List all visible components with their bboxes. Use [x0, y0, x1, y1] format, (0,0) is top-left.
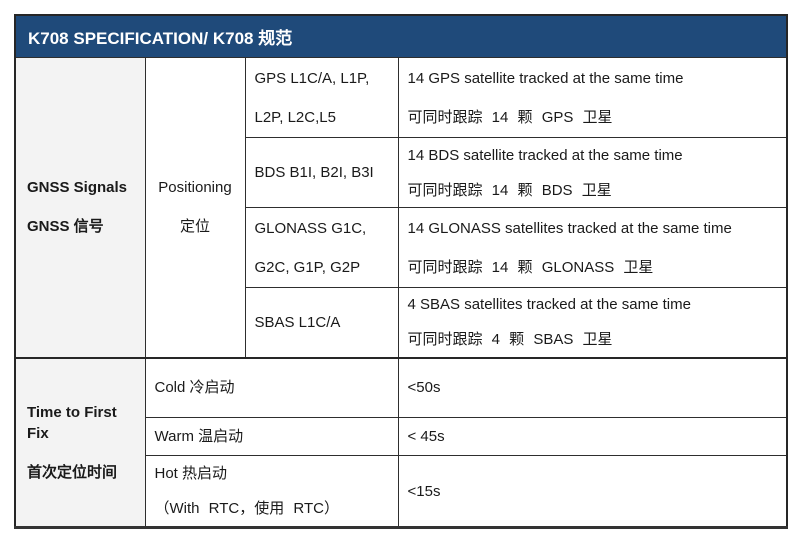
desc-bds-en: 14 BDS satellite tracked at the same tim…	[407, 146, 683, 164]
condition-hot-line1: Hot 热启动	[154, 465, 228, 482]
desc-sbas-zh: 可同时跟踪 4 颗 SBAS 卫星	[407, 331, 613, 349]
value-hot: <15s	[407, 482, 441, 500]
signal-cell-bds: BDS B1I, B2I, B3I	[244, 137, 399, 208]
row-group-gnss-label: GNSS Signals GNSS 信号	[14, 57, 146, 358]
signal-cell-gps: GPS L1C/A, L1P, L2P, L2C,L5	[244, 57, 399, 138]
desc-cell-sbas: 4 SBAS satellites tracked at the same ti…	[397, 287, 788, 358]
signal-glonass-line2: G2C, G1P, G2P	[254, 258, 361, 276]
value-cell-warm: < 45s	[397, 417, 788, 456]
condition-warm: Warm 温启动	[154, 428, 244, 445]
value-cell-cold: <50s	[397, 356, 788, 418]
desc-cell-gps: 14 GPS satellite tracked at the same tim…	[397, 57, 788, 138]
signal-cell-glonass: GLONASS G1C, G2C, G1P, G2P	[244, 207, 399, 288]
signal-sbas-line1: SBAS L1C/A	[254, 313, 341, 331]
positioning-label-en: Positioning	[158, 179, 232, 197]
signal-glonass-line1: GLONASS G1C,	[254, 219, 367, 237]
desc-sbas-en: 4 SBAS satellites tracked at the same ti…	[407, 296, 691, 314]
positioning-cell: Positioning 定位	[144, 57, 246, 358]
desc-gps-en: 14 GPS satellite tracked at the same tim…	[407, 69, 684, 87]
value-cold: <50s	[407, 379, 441, 397]
positioning-label-zh: 定位	[179, 218, 210, 236]
signal-gps-line2: L2P, L2C,L5	[254, 108, 336, 126]
ttff-label-en: Time to First Fix	[27, 403, 117, 442]
condition-cold: Cold 冷启动	[154, 379, 235, 397]
condition-cell-hot: Hot 热启动 （With RTC，使用 RTC）	[144, 455, 399, 528]
value-cell-hot: <15s	[397, 455, 788, 528]
desc-glonass-zh: 可同时跟踪 14 颗 GLONASS 卫星	[407, 258, 654, 276]
desc-cell-bds: 14 BDS satellite tracked at the same tim…	[397, 137, 788, 208]
gnss-label-en: GNSS Signals	[27, 179, 128, 197]
condition-cell-warm: Warm 温启动	[144, 417, 399, 456]
table-title: K708 SPECIFICATION/ K708 规范	[14, 14, 788, 58]
desc-gps-zh: 可同时跟踪 14 颗 GPS 卫星	[407, 108, 613, 126]
gnss-label-zh: GNSS 信号	[27, 218, 104, 236]
ttff-label-zh: 首次定位时间	[27, 463, 118, 481]
signal-gps-line1: GPS L1C/A, L1P,	[254, 69, 370, 87]
condition-hot-line2: （With RTC，使用 RTC）	[154, 500, 339, 517]
signal-bds-line1: BDS B1I, B2I, B3I	[254, 164, 374, 181]
value-warm: < 45s	[407, 428, 445, 445]
signal-cell-sbas: SBAS L1C/A	[244, 287, 399, 358]
desc-glonass-en: 14 GLONASS satellites tracked at the sam…	[407, 219, 732, 237]
desc-bds-zh: 可同时跟踪 14 颗 BDS 卫星	[407, 181, 612, 199]
condition-cell-cold: Cold 冷启动	[144, 356, 399, 418]
spec-table: K708 SPECIFICATION/ K708 规范 GNSS Signals…	[14, 14, 789, 529]
desc-cell-glonass: 14 GLONASS satellites tracked at the sam…	[397, 207, 788, 288]
row-group-ttff-label: Time to First Fix 首次定位时间	[14, 356, 146, 528]
